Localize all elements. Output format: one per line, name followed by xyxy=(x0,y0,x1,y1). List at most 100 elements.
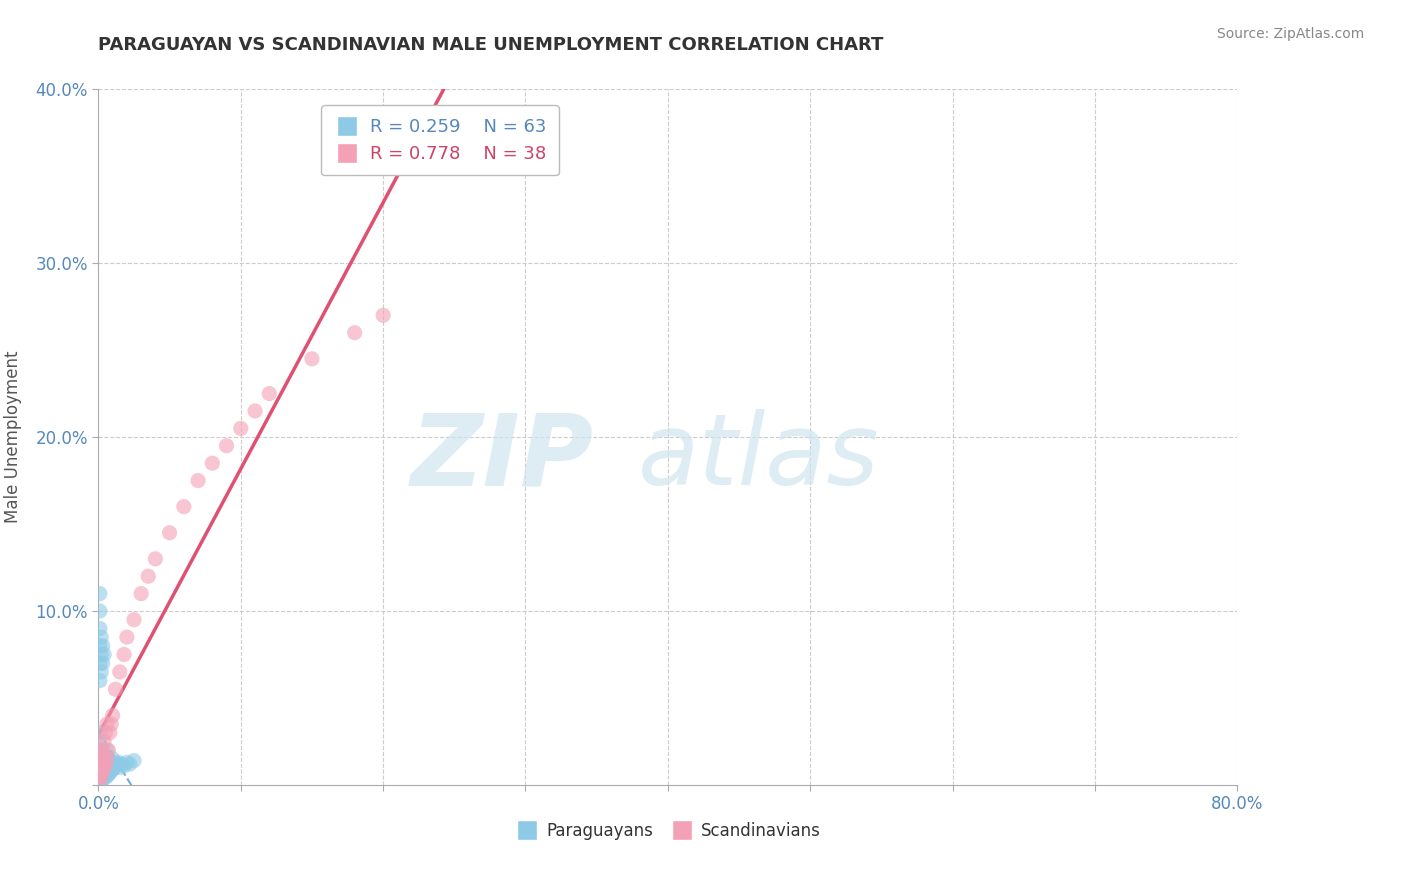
Point xyxy=(89,760,111,774)
Point xyxy=(115,630,138,644)
Point xyxy=(98,726,121,740)
Point xyxy=(90,757,112,772)
Point xyxy=(94,752,117,766)
Point xyxy=(343,326,366,340)
Legend: Paraguayans, Scandinavians: Paraguayans, Scandinavians xyxy=(508,815,828,847)
Point xyxy=(89,774,111,789)
Point xyxy=(90,743,112,757)
Point xyxy=(90,760,112,774)
Point xyxy=(301,351,323,366)
Point xyxy=(90,765,112,780)
Point xyxy=(259,386,281,401)
Point xyxy=(90,752,112,766)
Point xyxy=(101,752,124,766)
Point xyxy=(90,648,112,662)
Point xyxy=(96,717,118,731)
Point xyxy=(89,752,111,766)
Point xyxy=(89,767,111,781)
Point xyxy=(89,764,111,778)
Point xyxy=(91,757,114,772)
Point xyxy=(89,743,111,757)
Point xyxy=(94,726,117,740)
Point xyxy=(159,525,181,540)
Point xyxy=(122,754,145,768)
Point xyxy=(90,665,112,679)
Point xyxy=(91,764,114,778)
Y-axis label: Male Unemployment: Male Unemployment xyxy=(4,351,21,524)
Point xyxy=(100,764,122,778)
Point xyxy=(100,717,122,731)
Point xyxy=(93,734,115,748)
Point xyxy=(243,404,266,418)
Point xyxy=(96,752,118,766)
Point xyxy=(97,743,120,757)
Point xyxy=(94,762,117,776)
Point xyxy=(136,569,159,583)
Point xyxy=(89,734,111,748)
Point xyxy=(112,759,135,773)
Point xyxy=(101,708,124,723)
Point xyxy=(105,757,128,772)
Point xyxy=(173,500,195,514)
Text: PARAGUAYAN VS SCANDINAVIAN MALE UNEMPLOYMENT CORRELATION CHART: PARAGUAYAN VS SCANDINAVIAN MALE UNEMPLOY… xyxy=(98,36,884,54)
Point xyxy=(145,551,167,566)
Point xyxy=(96,769,118,783)
Point xyxy=(91,764,114,778)
Point xyxy=(93,771,115,785)
Point xyxy=(215,439,238,453)
Point xyxy=(90,772,112,787)
Point xyxy=(101,762,124,776)
Point xyxy=(89,769,111,783)
Point xyxy=(89,621,111,635)
Point xyxy=(90,743,112,757)
Point xyxy=(129,587,152,601)
Point xyxy=(98,754,121,768)
Point xyxy=(90,630,112,644)
Point xyxy=(89,639,111,653)
Point xyxy=(94,757,117,772)
Point xyxy=(104,759,127,773)
Point xyxy=(187,474,209,488)
Point xyxy=(89,769,111,783)
Point xyxy=(93,648,115,662)
Point xyxy=(112,648,135,662)
Point xyxy=(89,752,111,766)
Point xyxy=(108,665,131,679)
Point xyxy=(98,765,121,780)
Point xyxy=(104,682,127,697)
Point xyxy=(89,757,111,772)
Point xyxy=(89,587,111,601)
Point xyxy=(89,726,111,740)
Point xyxy=(97,757,120,772)
Point xyxy=(94,769,117,783)
Point xyxy=(93,760,115,774)
Point xyxy=(115,756,138,770)
Point xyxy=(107,756,129,770)
Point xyxy=(122,613,145,627)
Point xyxy=(89,673,111,688)
Point xyxy=(110,757,132,772)
Point xyxy=(89,657,111,671)
Point xyxy=(89,760,111,774)
Point xyxy=(91,747,114,761)
Point xyxy=(89,771,111,785)
Point xyxy=(93,756,115,770)
Text: ZIP: ZIP xyxy=(411,409,593,507)
Point xyxy=(91,772,114,787)
Point xyxy=(96,760,118,774)
Point xyxy=(96,743,118,757)
Point xyxy=(201,456,224,470)
Point xyxy=(89,604,111,618)
Point xyxy=(108,760,131,774)
Text: atlas: atlas xyxy=(638,409,880,507)
Point xyxy=(97,767,120,781)
Text: Source: ZipAtlas.com: Source: ZipAtlas.com xyxy=(1216,27,1364,41)
Point xyxy=(118,757,141,772)
Point xyxy=(91,747,114,761)
Point xyxy=(89,765,111,780)
Point xyxy=(89,772,111,787)
Point xyxy=(373,308,395,322)
Point xyxy=(90,769,112,783)
Point xyxy=(90,769,112,783)
Point xyxy=(93,764,115,778)
